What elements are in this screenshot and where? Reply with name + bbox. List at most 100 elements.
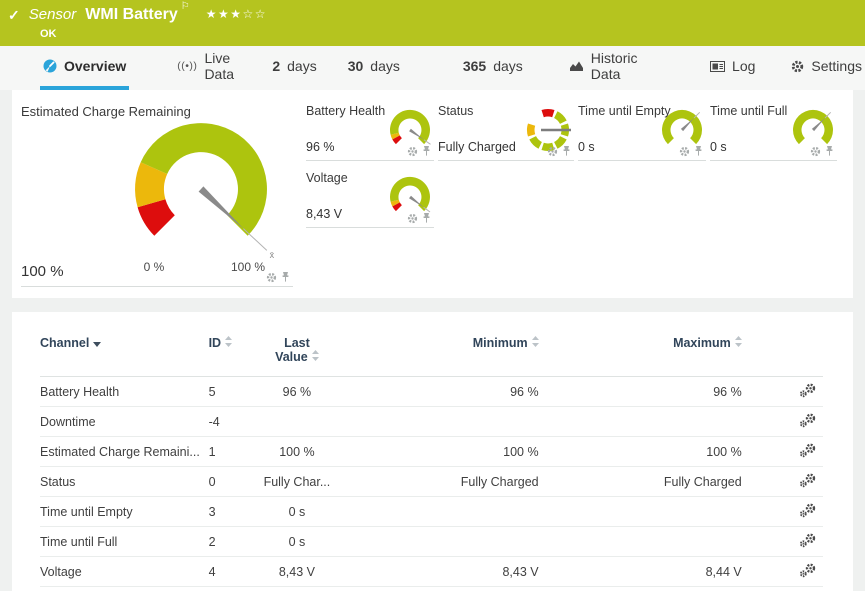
last-value-cell: 8,43 V: [253, 556, 341, 587]
gear-icon[interactable]: [679, 146, 690, 157]
channel-name-cell[interactable]: Voltage: [40, 556, 209, 587]
channel-settings-cell: [741, 496, 823, 527]
pin-icon[interactable]: [281, 271, 290, 283]
channels-table: Channel ID Last Value Minimum Maximum Battery…: [40, 332, 823, 587]
channel-name-cell[interactable]: Time until Full: [40, 526, 209, 557]
table-row: Downtime -4: [40, 406, 823, 437]
last-value-cell: [253, 406, 341, 437]
tile-voltage[interactable]: Voltage 8,43 V: [306, 167, 434, 228]
tab-historic-data[interactable]: Historic Data: [566, 46, 657, 90]
priority-stars[interactable]: ★★★☆☆: [205, 7, 267, 21]
minimum-cell: 96 %: [340, 376, 539, 407]
channel-settings-cell: [741, 376, 823, 407]
column-label: Channel: [40, 336, 90, 350]
maximum-cell: [538, 496, 742, 527]
gear-icon[interactable]: [407, 213, 418, 224]
sensor-title: WMI Battery: [85, 6, 178, 23]
tab-settings[interactable]: Settings: [788, 46, 865, 90]
channel-settings-icon[interactable]: [799, 563, 817, 578]
last-value-cell: 0 s: [253, 496, 341, 527]
tab-label: days: [287, 58, 317, 74]
column-label: ID: [208, 336, 222, 350]
tab-bar: Overview ((•)) Live Data 2 days 30 days 365 days…: [0, 46, 865, 90]
column-header-maximum[interactable]: Maximum: [538, 332, 742, 377]
channel-id-cell: 3: [208, 496, 254, 527]
average-marker: x̄: [270, 250, 275, 260]
last-value-cell: 100 %: [253, 436, 341, 467]
maximum-cell: [538, 406, 742, 437]
channels-table-panel: Channel ID Last Value Minimum Maximum Battery…: [12, 312, 853, 591]
tile-time-until-empty[interactable]: Time until Empty 0 s: [578, 100, 706, 161]
status-ok-icon: ✓: [8, 7, 20, 23]
maximum-cell: [538, 526, 742, 557]
tile-value: 0 s: [710, 140, 727, 154]
tile-title: Time until Full: [710, 104, 788, 118]
table-row: Time until Empty 3 0 s: [40, 496, 823, 527]
tab-365-days[interactable]: 365 days: [460, 46, 526, 90]
tab-label: days: [493, 58, 523, 74]
column-header-minimum[interactable]: Minimum: [340, 332, 539, 377]
tile-status[interactable]: Status Fully Charged: [438, 100, 574, 161]
channel-settings-cell: [741, 466, 823, 497]
pin-icon[interactable]: [422, 145, 431, 157]
pin-icon[interactable]: [694, 145, 703, 157]
tile-estimated-charge-remaining[interactable]: Estimated Charge Remaining x̄ 0 % 100 % …: [21, 100, 293, 287]
tab-number: 30: [347, 58, 364, 74]
gauge-icon: [43, 59, 57, 73]
channel-name-cell[interactable]: Estimated Charge Remaini...: [40, 436, 209, 467]
last-value-cell: 0 s: [253, 526, 341, 557]
minimum-cell: 100 %: [340, 436, 539, 467]
channel-name-cell[interactable]: Battery Health: [40, 376, 209, 407]
tab-log[interactable]: Log: [707, 46, 758, 90]
channel-name-cell[interactable]: Status: [40, 466, 209, 497]
sort-icon: [531, 336, 539, 347]
tile-value: 0 s: [578, 140, 595, 154]
minimum-cell: [340, 526, 539, 557]
column-header-id[interactable]: ID: [208, 332, 254, 377]
channel-settings-icon[interactable]: [799, 443, 817, 458]
table-row: Voltage 4 8,43 V 8,43 V 8,44 V: [40, 556, 823, 587]
pin-icon[interactable]: [422, 212, 431, 224]
tab-overview[interactable]: Overview: [40, 46, 130, 90]
channel-settings-cell: [741, 556, 823, 587]
tile-title: Status: [438, 104, 474, 118]
tile-value: 8,43 V: [306, 207, 343, 221]
column-header-last-value[interactable]: Last Value: [253, 332, 341, 377]
tab-2-days[interactable]: 2 days: [269, 46, 319, 90]
gear-icon[interactable]: [810, 146, 821, 157]
gear-icon[interactable]: [407, 146, 418, 157]
gauge-scale-min: 0 %: [143, 260, 165, 274]
sensor-header: ✓ Sensor WMI Battery ⚐ ★★★☆☆ OK: [0, 0, 865, 46]
channel-settings-icon[interactable]: [799, 533, 817, 548]
tab-30-days[interactable]: 30 days: [345, 46, 403, 90]
flag-icon[interactable]: ⚐: [180, 1, 190, 12]
log-icon: [710, 60, 726, 72]
tab-label: Log: [732, 58, 756, 74]
battery-health-gauge: [382, 106, 434, 152]
channel-settings-icon[interactable]: [799, 413, 817, 428]
column-header-channel[interactable]: Channel: [40, 332, 209, 377]
channel-settings-icon[interactable]: [799, 473, 817, 488]
maximum-cell: 100 %: [538, 436, 742, 467]
channel-settings-cell: [741, 436, 823, 467]
tile-battery-health[interactable]: Battery Health 96 %: [306, 100, 434, 161]
tile-title: Estimated Charge Remaining: [21, 104, 191, 119]
channel-settings-icon[interactable]: [799, 383, 817, 398]
gear-icon[interactable]: [266, 272, 277, 283]
tile-title: Time until Empty: [578, 104, 671, 118]
table-row: Status 0 Fully Char... Fully Charged Ful…: [40, 466, 823, 497]
last-value-cell: 96 %: [253, 376, 341, 407]
tile-value: Fully Charged: [438, 140, 516, 154]
time-until-empty-gauge: [654, 106, 706, 152]
gear-icon[interactable]: [547, 146, 558, 157]
pin-icon[interactable]: [825, 145, 834, 157]
gear-icon: [791, 60, 804, 73]
pin-icon[interactable]: [562, 145, 571, 157]
channel-settings-icon[interactable]: [799, 503, 817, 518]
channel-name-cell[interactable]: Time until Empty: [40, 496, 209, 527]
voltage-gauge: [382, 173, 434, 219]
tile-time-until-full[interactable]: Time until Full 0 s: [710, 100, 837, 161]
sort-icon: [311, 350, 319, 361]
channel-name-cell[interactable]: Downtime: [40, 406, 209, 437]
tab-live-data[interactable]: ((•)) Live Data: [174, 46, 252, 90]
